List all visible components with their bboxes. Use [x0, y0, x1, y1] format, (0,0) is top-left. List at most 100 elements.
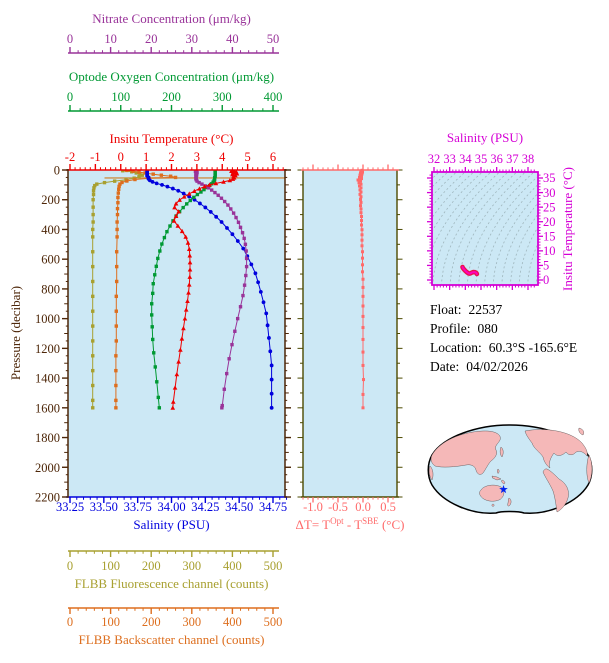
ts-temperature-tick-label: 15: [543, 229, 556, 243]
pressure-tick-label: 400: [41, 223, 60, 237]
map-land-north-america: [524, 429, 588, 469]
map-land: [429, 427, 593, 513]
nitrate-tick-label: 40: [226, 32, 239, 46]
salinity-tick-label: 33.75: [124, 500, 152, 514]
backscatter-tick-label: 100: [101, 615, 120, 629]
backscatter-tick-label: 300: [182, 615, 201, 629]
map-land-japan: [499, 446, 504, 458]
pressure-axis-title: Pressure (decibar): [8, 286, 23, 380]
pressure-tick-label: 1200: [35, 342, 60, 356]
series-delta-t: [356, 168, 365, 410]
profile-info-line: Profile: 080: [430, 319, 577, 338]
pressure-tick-label: 200: [41, 193, 60, 207]
date-info-line: Date: 04/02/2026: [430, 357, 577, 376]
map-land-philippines: [497, 468, 500, 474]
map-land-eurasia: [430, 430, 501, 475]
ts-salinity-axis-title: Salinity (PSU): [447, 130, 523, 145]
salinity-tick-label: 34.25: [191, 500, 219, 514]
temperature-tick-label: 6: [270, 150, 276, 164]
deltat-tick-label: -0.5: [328, 500, 348, 514]
backscatter-tick-label: 400: [223, 615, 242, 629]
ts-salinity-tick-label: 32: [428, 152, 441, 166]
salinity-tick-label: 34.75: [259, 500, 287, 514]
map-land-new-zealand: [507, 497, 512, 507]
date-value: 04/02/2026: [466, 359, 528, 374]
series-backscatter: [114, 170, 178, 410]
temperature-tick-label: 1: [143, 150, 149, 164]
float-value: 22537: [468, 302, 503, 317]
pressure-tick-label: 1600: [35, 401, 60, 415]
fluorescence-axis: 0 100 200 300 400 500 FLBB Fluorescence channe…: [67, 550, 283, 591]
nitrate-tick-label: 50: [267, 32, 280, 46]
temperature-tick-label: -2: [65, 150, 75, 164]
ts-salinity-tick-label: 36: [490, 152, 503, 166]
map-land-indonesia: [491, 475, 506, 485]
pressure-tick-label: 2000: [35, 461, 60, 475]
nitrate-axis: 0 10 20 30 40 50 Nitrate Concentration (μm/kg): [67, 11, 280, 54]
temperature-tick-label: 2: [168, 150, 174, 164]
world-map: [427, 424, 593, 514]
nitrate-tick-label: 0: [67, 32, 73, 46]
ts-temperature-tick-label: 5: [543, 259, 549, 273]
deltat-tick-label: -1.0: [303, 500, 323, 514]
fluorescence-tick-label: 500: [264, 559, 283, 573]
ts-temperature-tick-label: 0: [543, 273, 549, 287]
pressure-tick-label: 1800: [35, 431, 60, 445]
ts-temperature-tick-label: 10: [543, 244, 556, 258]
profile-value: 080: [477, 321, 498, 336]
nitrate-tick-label: 10: [104, 32, 117, 46]
map-land-greenland: [578, 427, 584, 436]
temperature-tick-label: 4: [219, 150, 226, 164]
nitrate-axis-title: Nitrate Concentration (μm/kg): [92, 11, 251, 26]
location-value: 60.3°S -165.6°E: [488, 340, 578, 355]
pressure-tick-label: 600: [41, 253, 60, 267]
salinity-axis-title: Salinity (PSU): [133, 517, 209, 532]
location-info-line: Location: 60.3°S -165.6°E: [430, 338, 577, 357]
profile-label: Profile:: [430, 321, 471, 336]
oxygen-axis-title: Optode Oxygen Concentration (μm/kg): [69, 69, 274, 84]
date-label: Date:: [430, 359, 460, 374]
pressure-tick-label: 1000: [35, 312, 60, 326]
ts-temperature-tick-label: 30: [543, 186, 556, 200]
salinity-tick-label: 33.50: [90, 500, 118, 514]
series-temperature: [170, 170, 240, 410]
backscatter-tick-label: 500: [264, 615, 283, 629]
backscatter-tick-label: 200: [142, 615, 161, 629]
fluorescence-tick-label: 0: [67, 559, 73, 573]
deltat-tick-label: 0.5: [380, 500, 396, 514]
pressure-tick-label: 800: [41, 282, 60, 296]
backscatter-tick-label: 0: [67, 615, 73, 629]
ts-salinity-tick-label: 34: [459, 152, 472, 166]
nitrate-tick-label: 20: [145, 32, 158, 46]
float-info-line: Float: 22537: [430, 300, 577, 319]
temperature-tick-label: 3: [194, 150, 200, 164]
deltat-axis-title: ΔT= TOpt - TSBE (°C): [296, 516, 405, 532]
deltat-plot: -1.0 -0.5 0.0 0.5 ΔT= TOpt - TSBE (°C): [296, 164, 405, 532]
ts-salinity-tick-label: 37: [506, 152, 519, 166]
temperature-tick-label: 5: [245, 150, 251, 164]
ts-temperature-tick-label: 25: [543, 200, 556, 214]
map-land-africa-west-edge: [429, 465, 434, 481]
map-land-tasmania: [491, 503, 495, 507]
fluorescence-tick-label: 300: [182, 559, 201, 573]
temperature-axis-title: Insitu Temperature (°C): [110, 131, 234, 146]
ts-temperature-axis-title: Insitu Temperature (°C): [560, 167, 575, 291]
oxygen-tick-label: 200: [162, 90, 181, 104]
salinity-tick-label: 34.00: [157, 500, 185, 514]
fluorescence-tick-label: 100: [101, 559, 120, 573]
profile-series: [91, 170, 285, 410]
ts-temperature-tick-label: 20: [543, 215, 556, 229]
nitrate-tick-label: 30: [186, 32, 199, 46]
backscatter-axis: 0 100 200 300 400 500 FLBB Backscatter channel…: [67, 607, 283, 647]
temperature-tick-label: 0: [118, 150, 124, 164]
pressure-tick-label: 2200: [35, 491, 60, 505]
float-label: Float:: [430, 302, 462, 317]
fluorescence-tick-label: 200: [142, 559, 161, 573]
ts-temperature-tick-label: 35: [543, 171, 556, 185]
pressure-tick-label: 1400: [35, 372, 60, 386]
temperature-tick-label: -1: [90, 150, 100, 164]
map-land-africa-east-edge: [586, 454, 593, 484]
ts-salinity-tick-label: 35: [475, 152, 488, 166]
